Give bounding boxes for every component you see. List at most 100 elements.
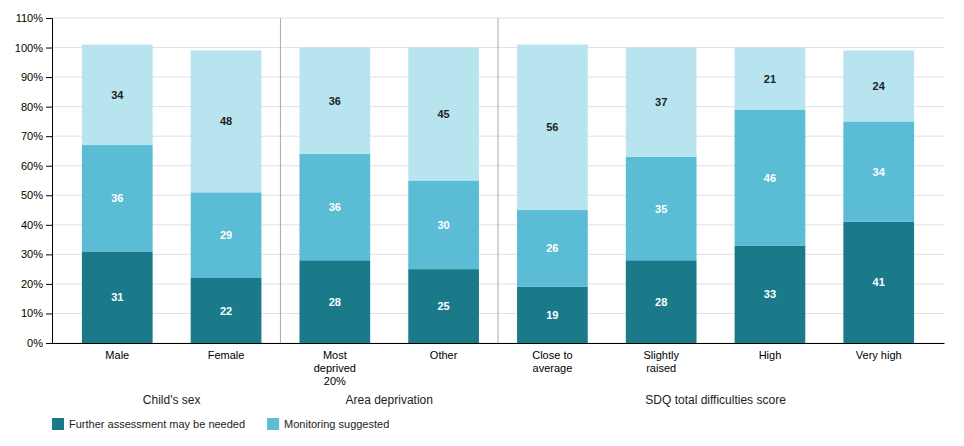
x-tick-label-line: Female (208, 349, 245, 361)
data-label: 24 (873, 80, 886, 92)
bar-segment (82, 45, 153, 145)
x-tick: Male (105, 349, 129, 361)
y-tick: 110% (16, 12, 52, 24)
bar-segment (517, 45, 588, 210)
data-label: 34 (873, 166, 886, 178)
y-axis-line (46, 19, 53, 344)
y-tick-label: 30% (21, 248, 43, 260)
y-tick-mark (46, 284, 52, 285)
bar-segment (299, 48, 370, 154)
y-tick-label: 0% (27, 337, 43, 349)
data-label: 26 (546, 242, 558, 254)
legend-item: Monitoring suggested (267, 418, 389, 430)
data-label: 34 (111, 89, 124, 101)
y-tick-label: 50% (21, 189, 43, 201)
bars (82, 45, 914, 343)
y-tick-label: 20% (21, 278, 43, 290)
x-tick-label: High (759, 349, 782, 361)
bar-segment (191, 51, 262, 193)
bar-segment (191, 192, 262, 278)
y-tick: 80% (21, 101, 52, 113)
y-tick: 30% (21, 248, 52, 260)
x-tick: Female (208, 349, 245, 361)
y-tick: 0% (27, 337, 52, 349)
bar-segment (517, 210, 588, 287)
x-tick: High (759, 349, 782, 361)
bar-segment (299, 260, 370, 343)
y-tick: 20% (21, 278, 52, 290)
data-label: 36 (329, 201, 341, 213)
y-tick: 60% (21, 160, 52, 172)
data-label: 19 (546, 309, 558, 321)
x-tick-label-line: deprived (314, 362, 356, 374)
group-label: Child's sex (143, 393, 201, 407)
x-tick-label: Slightlyraised (643, 349, 679, 374)
data-label: 56 (546, 121, 558, 133)
group-separator (280, 18, 281, 343)
data-label: 33 (764, 288, 776, 300)
y-tick: 10% (21, 307, 52, 319)
y-tick-label: 80% (21, 101, 43, 113)
x-tick-label-line: High (759, 349, 782, 361)
y-tick-mark (46, 254, 52, 255)
legend-label: Monitoring suggested (284, 418, 389, 430)
data-label: 35 (655, 203, 667, 215)
x-tick: Very high (856, 349, 902, 361)
bar-segment (408, 181, 479, 270)
data-label: 46 (764, 172, 776, 184)
data-label: 36 (111, 192, 123, 204)
group-labels: Child's sex Area deprivation SDQ total dif… (143, 393, 786, 407)
y-axis: 0%10%20%30%40%50%60%70%80%90%100%110% (15, 12, 53, 349)
y-tick-label: 90% (21, 71, 43, 83)
bar-segment (408, 269, 479, 343)
data-label: 36 (329, 95, 341, 107)
x-tick: Close toaverage (532, 349, 572, 374)
x-tick-label-line: 20% (324, 375, 346, 387)
y-tick-mark (46, 48, 52, 49)
y-tick: 100% (15, 42, 52, 54)
legend-swatch (267, 418, 279, 430)
bar-segment (735, 246, 806, 344)
x-tick-label-line: raised (646, 362, 676, 374)
data-label: 29 (220, 229, 232, 241)
bar-segment (843, 51, 914, 122)
legend-label: Further assessment may be needed (69, 418, 245, 430)
bar-segment (843, 121, 914, 221)
bar-segment (408, 48, 479, 181)
data-label: 41 (873, 276, 885, 288)
x-tick-label: Close toaverage (532, 349, 572, 374)
bar-segment (82, 251, 153, 343)
y-tick-label: 100% (15, 42, 43, 54)
x-tick: Mostdeprived20% (314, 349, 356, 387)
data-label: 31 (111, 291, 123, 303)
bar-segment (299, 154, 370, 260)
group-label: Area deprivation (346, 393, 433, 407)
y-tick-mark (46, 313, 52, 314)
data-label: 21 (764, 73, 776, 85)
y-tick-label: 110% (16, 12, 44, 24)
bar-segment (626, 48, 697, 157)
y-tick-label: 10% (21, 307, 43, 319)
x-axis-line (53, 343, 945, 344)
data-label: 28 (655, 296, 667, 308)
y-tick: 50% (21, 189, 52, 201)
data-label: 28 (329, 296, 341, 308)
x-tick-label-line: Very high (856, 349, 902, 361)
x-axis: Male Female Mostdeprived20% Other Close toav… (53, 344, 945, 387)
bar-segment (843, 222, 914, 343)
legend-item: Further assessment may be needed (52, 418, 245, 430)
y-tick-label: 40% (21, 219, 43, 231)
data-label: 22 (220, 305, 232, 317)
data-labels: 3122282519283341362936302635463434483645… (111, 73, 886, 321)
y-tick-mark (46, 166, 52, 167)
bar-segment (82, 145, 153, 251)
x-tick-label-line: Most (323, 349, 347, 361)
x-tick-label-line: Other (430, 349, 458, 361)
group-label: SDQ total difficulties score (645, 393, 786, 407)
bar-segment (735, 110, 806, 246)
x-tick-label: Female (208, 349, 245, 361)
group-separators (280, 18, 498, 343)
data-label: 25 (437, 300, 449, 312)
x-tick-label-line: average (533, 362, 573, 374)
x-tick-label: Male (105, 349, 129, 361)
